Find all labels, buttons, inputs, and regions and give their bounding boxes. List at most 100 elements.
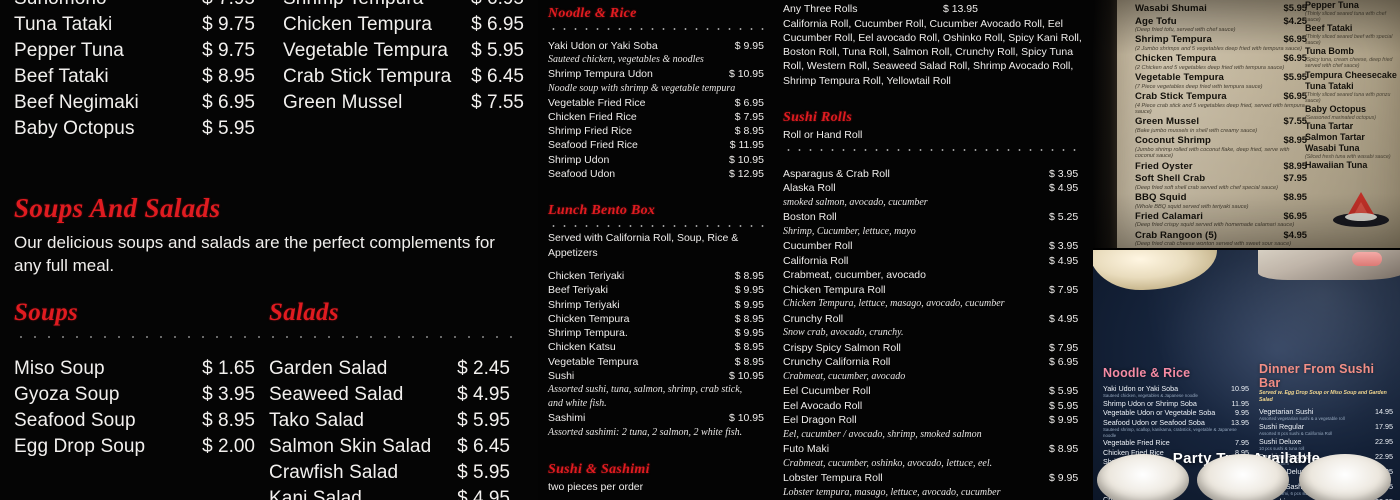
- party-tray-photo: [1197, 454, 1289, 500]
- menu-item-row: Seafood Udon $ 12.95: [548, 167, 764, 181]
- section-title-sushi-rolls: Sushi Rolls: [783, 109, 853, 125]
- photo-menu-item-price: $5.95: [1283, 2, 1307, 13]
- sushi-plate-photo-icon: [1333, 192, 1389, 227]
- menu-item-price: $ 9.95: [734, 40, 764, 52]
- menu-item-price: $ 6.95: [734, 96, 764, 109]
- menu-item-name: Shrimp Udon: [548, 153, 610, 166]
- menu-item-price: $ 6.95: [471, 14, 524, 35]
- photo-menu-item-name: Sushi Deluxe: [1259, 437, 1302, 446]
- salads-item-list: Garden Salad $ 2.45 Seaweed Salad $ 4.95 Tak…: [269, 356, 524, 500]
- menu-item-name: Gyoza Soup: [14, 384, 120, 405]
- photo-noodle-dinner-menu-page: Noodle & Rice Yaki Udon or Yaki Soba 10.9…: [1093, 250, 1400, 500]
- menu-item-row: Kani Salad $ 4.95: [269, 486, 510, 500]
- menu-photographs-column: Wasabi Shumai $5.95 Age Tofu $4.25 (Deep fri…: [1093, 0, 1400, 500]
- menu-item-name: Shrimp Tempura: [283, 0, 423, 12]
- photo-menu-item-row: Yaki Udon or Yaki Soba 10.95: [1103, 384, 1249, 393]
- salads-column: Salads: [269, 299, 524, 327]
- photo-menu-item-name: Vegetable Udon or Vegetable Soba: [1103, 408, 1216, 418]
- photo-menu-item-row: Vegetarian Sushi 14.95: [1259, 407, 1393, 416]
- menu-item-name: Alaska Roll: [783, 182, 836, 195]
- menu-item-row: Beef Tataki $ 8.95: [14, 64, 255, 90]
- photo-menu-item-price: $4.25: [1283, 14, 1307, 26]
- photo-menu-item-row: Seafood Udon or Seafood Soba 13.95: [1103, 418, 1249, 427]
- photo-menu-item-price: $8.95: [1283, 191, 1307, 203]
- menu-item-price: $ 11.95: [729, 139, 764, 152]
- photo-menu-item-row: Green Mussel $7.55: [1135, 115, 1307, 128]
- photo-menu-item-name: Vegetarian Sushi: [1259, 407, 1314, 416]
- photo-menu-item-description: (4 Piece crab stick and 5 vegetables dee…: [1135, 102, 1305, 116]
- photo-menu-item-description: (Whole BBQ squid served with teriyaki sa…: [1135, 203, 1249, 210]
- photo-menu-item-description: 10 pcs sushi & tuna roll: [1259, 446, 1305, 452]
- soups-column: Soups: [14, 299, 269, 327]
- menu-item-name: Salmon Skin Salad: [269, 436, 432, 457]
- menu-item-description: Lobster tempura, masago, lettuce, avocad…: [783, 486, 1001, 498]
- menu-item-name: California Roll: [783, 254, 849, 267]
- photo-menu-item-name: Tuna Tataki: [1305, 80, 1354, 91]
- menu-item-row: Seafood Fried Rice $ 11.95: [548, 138, 764, 152]
- menu-item-row: Chicken Tempura $ 8.95: [548, 312, 764, 326]
- photo-menu-item-row: Shrimp Udon or Shrimp Soba 11.95: [1103, 399, 1249, 408]
- menu-item-row: Seafood Soup $ 8.95: [14, 408, 255, 434]
- any-three-rolls-price: $ 13.95: [942, 3, 978, 15]
- menu-item-price: $ 3.95: [1049, 240, 1079, 253]
- photo-menu-item-row: Vegetable Fried Rice 7.95: [1103, 438, 1249, 447]
- menu-item-name: Seafood Soup: [14, 410, 136, 431]
- menu-item-row: Alaska Roll $ 4.95: [783, 181, 1083, 196]
- photo-menu-item-row: BBQ Squid $8.95: [1135, 191, 1307, 204]
- photo-menu-item-price: 10.95: [1231, 384, 1249, 393]
- menu-item-row: Shrimp Teriyaki $ 9.95: [548, 298, 764, 312]
- photo-menu-item-description: (2 Jumbo shrimps and 5 vegetables deep f…: [1135, 45, 1302, 52]
- menu-item-row: Vegetable Tempura $ 8.95: [548, 355, 764, 369]
- photo-menu-item-row: Sushi Deluxe 22.95: [1259, 437, 1393, 446]
- section-title-noodle-rice: Noodle & Rice: [548, 6, 637, 21]
- menu-item-name: Vegetable Tempura: [283, 40, 449, 61]
- menu-item-row: Vegetable Tempura $ 5.95: [283, 38, 524, 64]
- menu-item-name: Green Mussel: [283, 92, 403, 113]
- menu-item-row: Shrimp Fried Rice $ 8.95: [548, 124, 764, 138]
- menu-item-name: Beef Teriyaki: [548, 284, 608, 297]
- menu-item-name: Chicken Katsu: [548, 341, 616, 354]
- menu-item-price: $ 8.95: [734, 341, 764, 354]
- menu-item-name: Boston Roll: [783, 211, 837, 224]
- menu-item-name: Futo Maki: [783, 443, 830, 456]
- menu-item-price: $ 3.95: [202, 384, 255, 405]
- menu-item-price: $ 8.95: [734, 269, 764, 282]
- photo-menu-item-name: Tuna Bomb: [1305, 46, 1354, 57]
- menu-item-row: Shrimp Tempura $ 6.95: [283, 0, 524, 12]
- menu-item-row: Beef Teriyaki $ 9.95: [548, 283, 764, 297]
- menu-item-price: $ 6.95: [1049, 356, 1079, 369]
- menu-item-name: Chicken Teriyaki: [548, 269, 625, 282]
- menu-item-name: Eel Cucumber Roll: [783, 385, 871, 398]
- photo-left-column: Wasabi Shumai $5.95 Age Tofu $4.25 (Deep fri…: [1135, 2, 1307, 248]
- photo-menu-item-description: Sauteed shrimp, scallop, kanikama, crabs…: [1103, 427, 1237, 438]
- menu-item-price: $ 4.95: [1049, 182, 1079, 195]
- menu-item-row: Miso Soup $ 1.65: [14, 356, 255, 382]
- menu-item-price: $ 8.95: [202, 410, 255, 431]
- menu-item-price: $ 9.95: [734, 298, 764, 311]
- menu-item-name: Egg Drop Soup: [14, 436, 146, 457]
- photo-menu-item-name: Chicken Fried Rice: [1103, 447, 1164, 457]
- photo-menu-item-price: 22.95: [1375, 437, 1393, 446]
- dotted-divider: [548, 28, 764, 30]
- section-description: Our delicious soups and salads are the p…: [14, 233, 495, 275]
- photo-menu-item-row: Coconut Shrimp $8.95: [1135, 134, 1307, 147]
- photo-right-column: Pepper Tuna (Thinly sliced seared tuna wi…: [1305, 0, 1400, 171]
- photo-menu-item-name: Baby Octopus: [1305, 103, 1367, 114]
- noodle-bento-sushi-panel: Noodle & Rice Yaki Udon or Yaki Soba $ 9.…: [538, 0, 774, 500]
- menu-item-price: $ 10.95: [728, 68, 764, 81]
- photo-menu-item-name: Crab Rangoon (5): [1135, 229, 1218, 241]
- menu-item-price: $ 12.95: [728, 168, 764, 181]
- photo-menu-item-price: $5.95: [1283, 71, 1307, 83]
- photo-menu-item-name: Shrimp Tempura: [1135, 34, 1212, 46]
- menu-item-name: Pepper Tuna: [14, 40, 124, 61]
- menu-item-row: Futo Maki $ 8.95: [783, 442, 1083, 457]
- photo-menu-item-name: Tuna Tartar: [1305, 120, 1354, 131]
- menu-item-price: $ 10.95: [728, 153, 764, 166]
- menu-item-price: $ 8.95: [734, 125, 764, 138]
- photo-menu-item-description: Assorted vegetarian sushi & a vegetable …: [1259, 416, 1345, 422]
- photo-menu-item-description: (Deep fried crab cheese wonton served wi…: [1135, 241, 1292, 248]
- menu-item-description: Sauteed chicken, vegetables & noodles: [548, 54, 704, 66]
- photo-menu-item-name: Chicken Tempura: [1135, 53, 1217, 65]
- photo-menu-item-row: Wasabi Shumai $5.95: [1135, 2, 1307, 15]
